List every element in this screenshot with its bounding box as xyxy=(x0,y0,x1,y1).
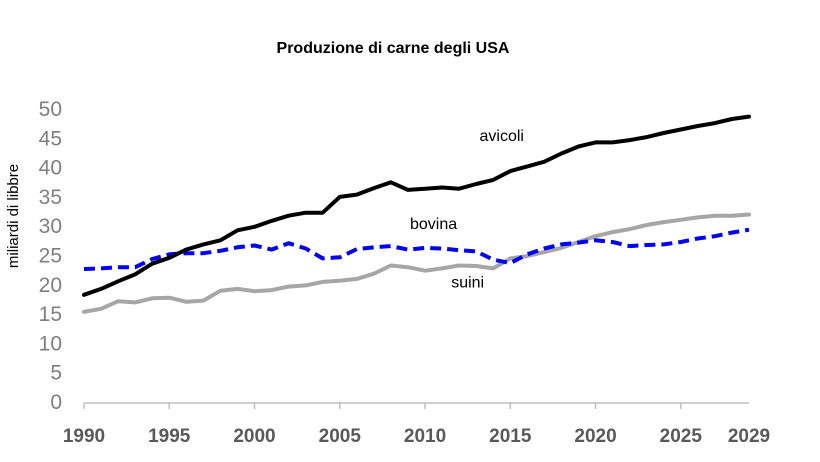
x-tick-labels: 1990 1995 2000 2005 2010 2015 2020 2025 2029 xyxy=(63,426,770,447)
y-axis-label: miliardi di libbre xyxy=(5,164,22,268)
annotation-avicoli: avicoli xyxy=(480,128,524,145)
y-tick-label: 20 xyxy=(39,274,62,297)
series-line-avicoli xyxy=(82,114,751,297)
x-tick-label: 2025 xyxy=(660,426,703,447)
y-tick-label: 15 xyxy=(39,303,62,326)
x-tick-label: 1995 xyxy=(148,426,191,447)
series-line-bovina xyxy=(83,227,750,271)
y-tick-label: 0 xyxy=(50,391,62,414)
y-tick-label: 5 xyxy=(50,362,62,385)
x-tick-label: 2005 xyxy=(319,426,362,447)
y-tick-label: 40 xyxy=(39,157,62,180)
series-line-suini xyxy=(82,212,751,314)
y-tick-label: 25 xyxy=(39,245,62,268)
x-tick-label: 1990 xyxy=(63,426,105,447)
x-tick-label: 2000 xyxy=(233,426,275,447)
y-tick-label: 45 xyxy=(39,127,62,150)
x-tick-marks xyxy=(83,403,682,409)
annotation-bovina: bovina xyxy=(410,216,457,233)
x-tick-label: 2010 xyxy=(404,426,446,447)
series-lines xyxy=(82,114,751,314)
x-tick-label: 2020 xyxy=(574,426,616,447)
chart-title: Produzione di carne degli USA xyxy=(277,40,510,57)
y-tick-label: 10 xyxy=(39,332,62,355)
annotation-suini: suini xyxy=(451,275,484,292)
y-tick-labels: 0 5 10 15 20 25 30 35 40 45 50 xyxy=(39,98,62,414)
x-tick-label: 2029 xyxy=(728,426,770,447)
y-tick-label: 35 xyxy=(39,186,62,209)
x-tick-label: 2015 xyxy=(489,426,532,447)
series-annotations: avicoli bovina suini xyxy=(410,128,524,292)
y-tick-label: 50 xyxy=(39,98,62,121)
y-tick-label: 30 xyxy=(39,215,62,238)
